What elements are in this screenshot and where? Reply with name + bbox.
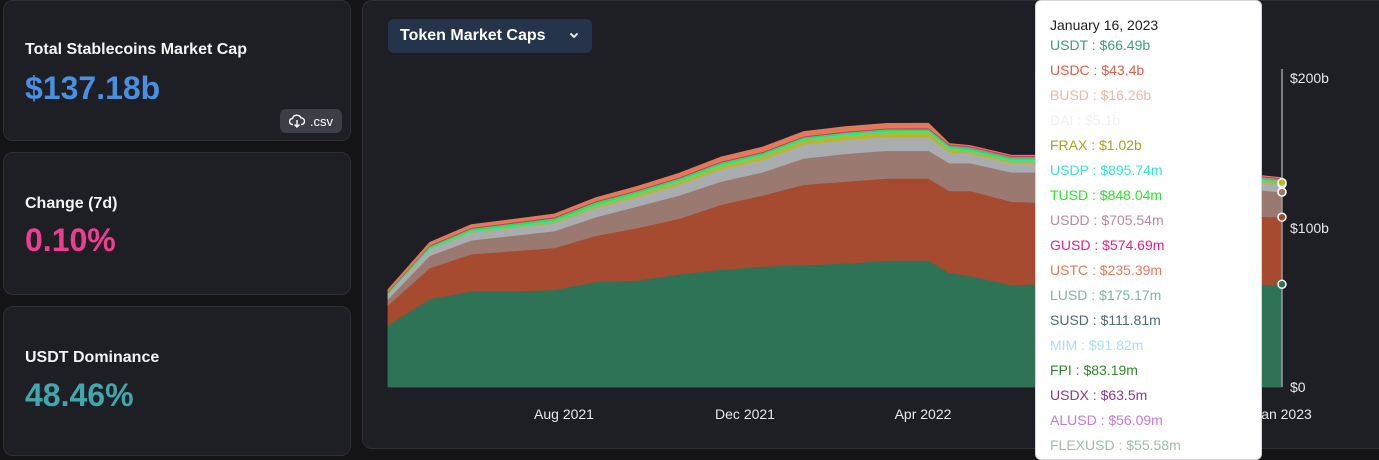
usdt-dominance-label: USDT Dominance	[25, 349, 160, 366]
hover-point-usdc	[1277, 212, 1287, 222]
tooltip-token-name: TUSD	[1050, 187, 1089, 203]
hover-point-busd	[1277, 187, 1287, 197]
tooltip-token-name: USDD	[1050, 212, 1090, 228]
tooltip-token-value: $574.69m	[1102, 237, 1165, 253]
tooltip-row-usdx: USDX : $63.5m	[1050, 387, 1148, 403]
tooltip-row-busd: BUSD : $16.26b	[1050, 87, 1152, 103]
change-7d-value: 0.10%	[25, 222, 116, 258]
tooltip-row-ustc: USTC : $235.39m	[1050, 262, 1163, 278]
tooltip-token-value: $5.1b	[1085, 112, 1121, 128]
tooltip-token-value: $16.26b	[1100, 87, 1152, 103]
tooltip-token-name: USDC	[1050, 62, 1090, 78]
tooltip-row-usdp: USDP : $895.74m	[1050, 162, 1163, 178]
tooltip-token-name: USTC	[1050, 262, 1089, 278]
tooltip-token-name: ALUSD	[1050, 412, 1097, 428]
hover-point-usdt	[1277, 279, 1287, 290]
tooltip-token-value: $56.09m	[1108, 412, 1163, 428]
tooltip-token-name: FPI	[1050, 362, 1072, 378]
tooltip-row-dai: DAI : $5.1b	[1050, 112, 1121, 128]
change-7d-label: Change (7d)	[25, 195, 118, 212]
x-tick-label: Jan 2023	[1254, 406, 1312, 422]
tooltip-token-value: $66.49b	[1099, 37, 1151, 53]
tooltip-token-value: $848.04m	[1099, 187, 1163, 203]
tooltip-token-value: $43.4b	[1101, 62, 1145, 78]
chart-type-selector[interactable]: Token Market Caps	[388, 19, 592, 53]
usdt-dominance-card	[3, 306, 351, 456]
chart-tooltip: January 16, 2023 USDT : $66.49b USDC : $4…	[1035, 0, 1262, 460]
y-tick-label: $100b	[1290, 220, 1329, 236]
tooltip-token-name: USDT	[1050, 37, 1088, 53]
tooltip-token-name: USDX	[1050, 387, 1089, 403]
usdt-dominance-value: 48.46%	[25, 377, 134, 413]
chart-type-selector-label: Token Market Caps	[400, 27, 546, 44]
tooltip-date: January 16, 2023	[1050, 17, 1159, 33]
tooltip-token-name: MIM	[1050, 337, 1078, 353]
tooltip-token-value: $63.5m	[1100, 387, 1148, 403]
tooltip-token-value: $91.82m	[1088, 337, 1144, 353]
total-market-cap-label: Total Stablecoins Market Cap	[25, 41, 247, 58]
tooltip-row-usdd: USDD : $705.54m	[1050, 212, 1164, 228]
cloud-download-icon	[288, 114, 305, 128]
tooltip-row-lusd: LUSD : $175.17m	[1050, 287, 1162, 303]
tooltip-row-gusd: GUSD : $574.69m	[1050, 237, 1165, 253]
tooltip-token-value: $175.17m	[1099, 287, 1162, 303]
tooltip-token-value: $235.39m	[1099, 262, 1163, 278]
tooltip-row-frax: FRAX : $1.02b	[1050, 137, 1142, 153]
tooltip-token-value: $705.54m	[1101, 212, 1164, 228]
tooltip-token-value: $83.19m	[1083, 362, 1138, 378]
tooltip-row-flexusd: FLEXUSD : $55.58m	[1050, 437, 1181, 453]
tooltip-token-name: DAI	[1050, 112, 1074, 128]
total-market-cap-value: $137.18b	[25, 70, 161, 106]
chevron-down-icon	[569, 32, 579, 39]
csv-download-button[interactable]: .csv	[280, 109, 342, 133]
y-tick-label: $200b	[1290, 70, 1329, 86]
tooltip-row-tusd: TUSD : $848.04m	[1050, 187, 1163, 203]
change-7d-card	[3, 152, 351, 295]
csv-download-label: .csv	[309, 113, 334, 129]
x-tick-label: Dec 2021	[715, 406, 775, 422]
tooltip-token-value: $895.74m	[1100, 162, 1163, 178]
hover-point-frax	[1277, 177, 1287, 188]
tooltip-token-name: BUSD	[1050, 87, 1089, 103]
tooltip-token-name: GUSD	[1050, 237, 1091, 253]
tooltip-token-name: FLEXUSD	[1050, 437, 1115, 453]
tooltip-row-usdt: USDT : $66.49b	[1050, 37, 1151, 53]
tooltip-token-value: $1.02b	[1099, 137, 1142, 153]
tooltip-token-name: LUSD	[1050, 287, 1088, 303]
tooltip-token-name: USDP	[1050, 162, 1089, 178]
tooltip-token-value: $111.81m	[1100, 312, 1161, 328]
tooltip-token-name: SUSD	[1050, 312, 1089, 328]
tooltip-token-name: FRAX	[1050, 137, 1088, 153]
tooltip-row-usdc: USDC : $43.4b	[1050, 62, 1145, 78]
x-tick-label: Apr 2022	[895, 406, 952, 422]
tooltip-row-alusd: ALUSD : $56.09m	[1050, 412, 1163, 428]
x-tick-label: Aug 2021	[534, 406, 594, 422]
tooltip-token-value: $55.58m	[1126, 437, 1181, 453]
tooltip-row-mim: MIM : $91.82m	[1050, 337, 1144, 353]
tooltip-row-susd: SUSD : $111.81m	[1050, 312, 1161, 328]
tooltip-row-fpi: FPI : $83.19m	[1050, 362, 1138, 378]
y-tick-label: $0	[1290, 379, 1306, 395]
